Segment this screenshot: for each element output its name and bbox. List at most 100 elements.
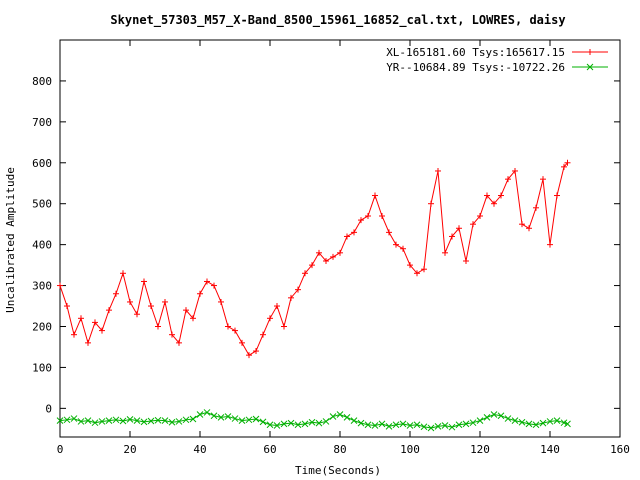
y-tick-label: 600 (32, 157, 52, 170)
data-point-2 (406, 422, 414, 429)
x-tick-label: 140 (540, 443, 560, 456)
data-point-2 (196, 411, 204, 418)
data-point-2 (525, 420, 533, 428)
data-point-2 (98, 418, 106, 425)
data-point-2 (455, 421, 463, 429)
legend-marker (586, 63, 594, 71)
data-point-1 (358, 217, 364, 224)
data-point-2 (70, 415, 78, 422)
data-point-1 (134, 311, 140, 318)
y-axis-ticks: 0 100 200 300 400 500 600 700 800 (32, 75, 620, 415)
data-point-2 (483, 414, 491, 421)
data-point-2 (518, 418, 526, 426)
data-point-2 (378, 420, 386, 428)
data-point-1 (232, 327, 238, 334)
data-point-1 (491, 200, 497, 207)
data-point-2 (441, 422, 449, 429)
data-point-2 (217, 414, 225, 421)
data-point-2 (476, 417, 484, 424)
data-point-2 (322, 418, 330, 425)
data-point-1 (190, 315, 196, 322)
data-point-2 (147, 417, 155, 425)
data-point-1 (323, 258, 329, 265)
data-point-2 (287, 419, 295, 427)
data-point-1 (260, 331, 266, 338)
data-point-2 (462, 420, 470, 428)
data-point-2 (364, 421, 372, 429)
data-point-2 (63, 416, 71, 424)
data-point-1 (379, 212, 385, 219)
data-point-1 (372, 192, 378, 199)
data-point-1 (57, 282, 63, 289)
data-point-2 (266, 421, 274, 429)
data-point-1 (120, 270, 126, 277)
data-point-1 (393, 241, 399, 248)
data-point-2 (133, 417, 141, 424)
data-point-2 (119, 417, 127, 425)
data-point-2 (392, 421, 400, 429)
data-point-2 (385, 423, 393, 430)
data-point-2 (539, 419, 547, 427)
data-point-2 (357, 419, 365, 427)
data-point-2 (427, 424, 435, 432)
x-tick-label: 120 (470, 443, 490, 456)
data-point-2 (329, 413, 337, 420)
x-tick-label: 40 (193, 443, 206, 456)
data-point-2 (259, 418, 267, 426)
y-axis-label: Uncalibrated Amplitude (4, 167, 17, 313)
data-point-2 (252, 415, 260, 423)
data-point-2 (189, 415, 197, 423)
data-point-1 (316, 249, 322, 256)
x-tick-label: 160 (610, 443, 630, 456)
data-point-2 (511, 417, 519, 424)
data-point-2 (336, 411, 344, 418)
data-point-2 (168, 418, 176, 426)
data-point-2 (77, 418, 85, 425)
data-point-1 (169, 331, 175, 338)
data-point-1 (463, 258, 469, 265)
data-point-2 (280, 420, 288, 428)
data-point-1 (484, 192, 490, 199)
data-point-1 (505, 176, 511, 183)
data-point-1 (281, 323, 287, 330)
x-tick-label: 80 (333, 443, 346, 456)
data-point-1 (564, 159, 571, 166)
data-point-2 (497, 412, 505, 420)
data-point-1 (218, 298, 224, 305)
data-point-1 (540, 176, 546, 183)
data-point-2 (469, 419, 477, 427)
data-point-1 (344, 233, 350, 240)
data-point-2 (490, 411, 498, 418)
data-point-1 (386, 229, 392, 236)
data-point-1 (274, 303, 280, 310)
data-point-2 (161, 417, 169, 424)
data-point-1 (554, 192, 560, 199)
data-point-1 (78, 315, 84, 322)
data-point-2 (140, 418, 148, 426)
data-point-2 (315, 419, 323, 427)
data-point-1 (428, 200, 434, 207)
data-point-2 (553, 417, 561, 424)
data-point-2 (371, 422, 379, 429)
data-point-2 (245, 416, 253, 424)
data-point-1 (267, 315, 273, 322)
legend-label-2: YR--10684.89 Tsys:-10722.26 (386, 61, 565, 74)
data-point-1 (351, 229, 357, 236)
data-point-2 (182, 416, 190, 424)
data-point-1 (239, 339, 245, 346)
y-tick-label: 0 (45, 402, 52, 415)
data-point-1 (288, 294, 294, 301)
chart-title: Skynet_57303_M57_X-Band_8500_15961_16852… (110, 13, 565, 28)
data-point-1 (498, 192, 504, 199)
data-point-1 (456, 225, 462, 232)
data-point-1 (526, 225, 532, 232)
data-point-2 (564, 420, 571, 428)
data-point-2 (546, 418, 554, 425)
data-point-1 (64, 303, 70, 310)
data-point-1 (435, 167, 441, 174)
y-tick-label: 200 (32, 320, 52, 333)
data-point-2 (301, 420, 309, 428)
data-point-1 (99, 327, 105, 334)
legend: XL-165181.60 Tsys:165617.15 YR--10684.89 … (386, 46, 608, 74)
